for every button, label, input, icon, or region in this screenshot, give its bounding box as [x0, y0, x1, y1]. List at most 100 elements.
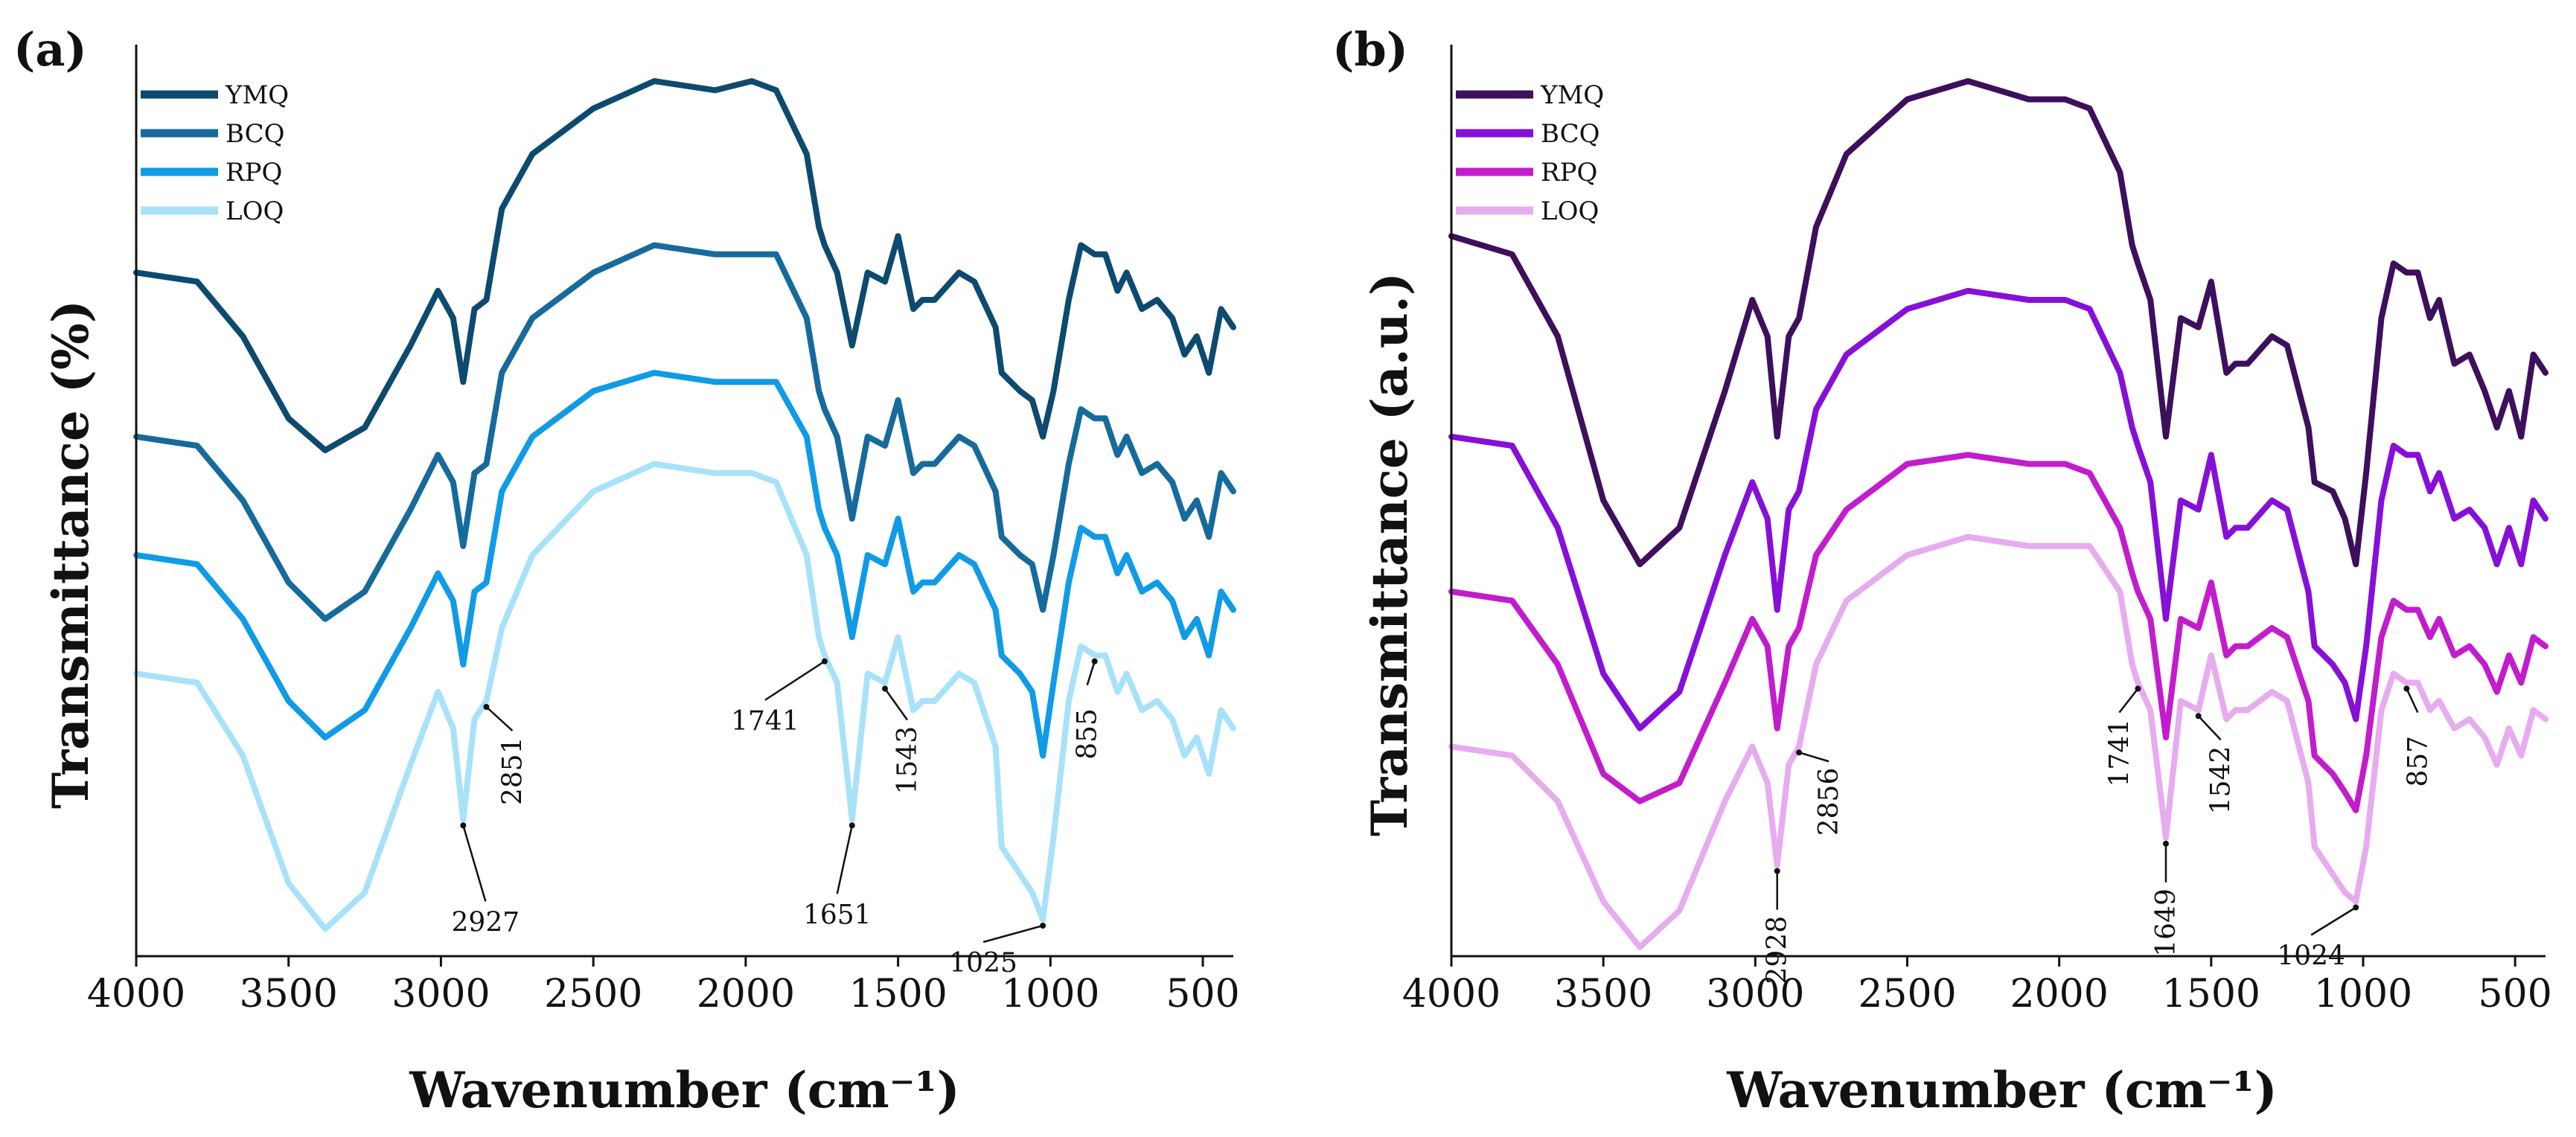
legend: YMQ BCQ RPQ LOQ	[141, 80, 289, 226]
x-tick-label: 1000	[1001, 972, 1099, 1016]
legend-item-bcq: BCQ	[1456, 119, 1600, 149]
annotation-label: 1741	[731, 706, 799, 737]
plot-area	[1448, 45, 2548, 958]
peak-annotations: 2928 2856 1741 1649 1542 1024 857	[1762, 685, 2433, 984]
annotation-label: 1543	[892, 726, 923, 795]
panel-label: (a)	[13, 22, 87, 77]
annotation-arrow	[2310, 906, 2356, 936]
x-tick-label: 3500	[240, 972, 338, 1016]
series-line-bcq	[133, 242, 1236, 622]
series-line-ymq	[133, 78, 1236, 454]
annotation-arrow	[1086, 661, 1096, 686]
annotation-arrowhead	[2135, 685, 2141, 692]
peak-annotation: 857	[2403, 685, 2433, 787]
annotation-label: 1024	[2277, 941, 2345, 972]
x-tick-label: 3000	[1706, 972, 1804, 1016]
x-tick-label: 4000	[1402, 972, 1500, 1016]
annotation-arrowhead	[2195, 713, 2202, 720]
x-tick-label: 3000	[391, 972, 490, 1016]
legend-item-rpq: RPQ	[141, 158, 282, 188]
annotation-label: 1025	[949, 948, 1017, 979]
x-tick-label: 500	[2478, 972, 2552, 1016]
annotation-label: 1542	[2206, 746, 2237, 815]
annotation-label: 1651	[803, 900, 872, 930]
series-line-rpq	[133, 370, 1236, 759]
legend-item-rpq: RPQ	[1456, 158, 1597, 188]
legend-label: RPQ	[226, 158, 282, 188]
peak-annotation: 1025	[949, 923, 1046, 979]
annotation-arrow	[982, 924, 1043, 944]
annotation-arrowhead	[1796, 749, 1803, 756]
series-line-loq	[1448, 534, 2548, 950]
plot-area	[133, 45, 1236, 958]
annotation-label: 1649	[2151, 888, 2182, 957]
legend-label: LOQ	[1541, 196, 1599, 226]
annotation-arrowhead	[460, 822, 467, 829]
x-tick-label: 1500	[2162, 972, 2260, 1016]
legend-label: LOQ	[226, 196, 284, 226]
annotation-arrow	[2197, 715, 2222, 741]
annotation-arrowhead	[2353, 904, 2359, 911]
x-tick-label: 500	[1166, 972, 1239, 1016]
annotation-arrow	[485, 706, 514, 731]
x-tick-label: 2000	[697, 972, 795, 1016]
peak-annotation: 1741	[731, 658, 828, 737]
panel-a: (a) Transmittance (%) Wavenumber (cm⁻¹) …	[13, 22, 1240, 1119]
series-line-loq	[133, 461, 1236, 932]
annotation-arrow	[1798, 752, 1829, 763]
annotation-label: 2851	[497, 737, 528, 805]
legend-item-ymq: YMQ	[1456, 80, 1604, 110]
x-tick-label: 4000	[87, 972, 185, 1016]
peak-annotation: 1024	[2277, 904, 2359, 972]
x-axis-ticks: 4000 3500 3000 2500 2000 1500 1000 500	[1402, 956, 2552, 1016]
annotation-arrow	[2118, 688, 2139, 714]
legend-item-loq: LOQ	[1456, 196, 1599, 226]
panel-b: (b) Transmittance (a.u.) Wavenumber (cm⁻…	[1332, 22, 2552, 1119]
peak-annotations: 2927 2851 1741 1651 1543 1025 855	[452, 658, 1103, 979]
peak-annotation: 2928	[1762, 868, 1793, 984]
legend-item-loq: LOQ	[141, 196, 284, 226]
x-tick-label: 2500	[1858, 972, 1956, 1016]
x-tick-label: 1000	[2314, 972, 2412, 1016]
peak-annotation: 2856	[1796, 749, 1844, 836]
x-tick-label: 1500	[848, 972, 947, 1016]
annotation-arrowhead	[848, 822, 855, 829]
annotation-label: 2927	[452, 907, 520, 938]
peak-annotation: 1649	[2151, 840, 2182, 957]
legend-label: YMQ	[225, 80, 289, 110]
panel-label: (b)	[1332, 22, 1408, 77]
annotation-arrowhead	[1774, 868, 1780, 874]
annotation-arrowhead	[2403, 685, 2410, 692]
x-axis-ticks: 4000 3500 3000 2500 2000 1500 1000 500	[87, 956, 1240, 1016]
annotation-arrowhead	[2162, 840, 2169, 847]
legend-label: RPQ	[1541, 158, 1597, 188]
legend-item-ymq: YMQ	[141, 80, 289, 110]
annotation-arrowhead	[882, 685, 889, 692]
y-axis-title: Transmittance (%)	[42, 300, 100, 809]
legend-label: BCQ	[226, 119, 285, 149]
annotation-arrowhead	[1091, 658, 1098, 664]
legend: YMQ BCQ RPQ LOQ	[1456, 80, 1604, 226]
peak-annotation: 1543	[882, 685, 923, 795]
x-axis-title: Wavenumber (cm⁻¹)	[1726, 1061, 2277, 1119]
peak-annotation: 1542	[2195, 713, 2237, 815]
annotation-arrow	[836, 824, 854, 894]
series-line-bcq	[1448, 287, 2548, 731]
series-line-ymq	[1448, 78, 2548, 568]
x-tick-label: 2000	[2010, 972, 2108, 1016]
x-axis-title: Wavenumber (cm⁻¹)	[409, 1061, 959, 1119]
annotation-arrow	[764, 660, 825, 701]
peak-annotation: 1651	[803, 822, 872, 930]
annotation-arrow	[883, 688, 909, 721]
peak-annotation: 2927	[452, 822, 520, 938]
peak-annotation: 2851	[483, 704, 528, 805]
annotation-arrow	[462, 824, 487, 902]
legend-label: YMQ	[1540, 80, 1604, 110]
annotation-label: 855	[1073, 708, 1103, 760]
annotation-label: 1741	[2104, 719, 2135, 787]
legend-item-bcq: BCQ	[141, 119, 285, 149]
x-tick-label: 3500	[1554, 972, 1652, 1016]
y-axis-title: Transmittance (a.u.)	[1361, 272, 1419, 836]
annotation-arrowhead	[1040, 923, 1046, 929]
